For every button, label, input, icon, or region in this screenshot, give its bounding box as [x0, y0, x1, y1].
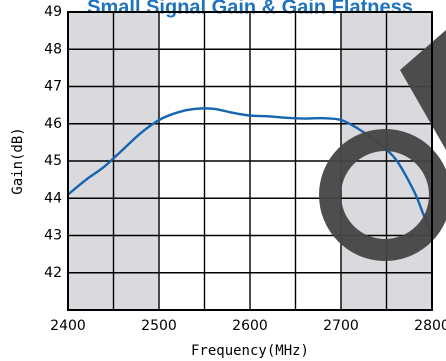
watermark-logo — [319, 30, 446, 261]
y-tick-label: 49 — [44, 4, 62, 20]
x-tick-label: 2800 — [414, 318, 446, 334]
gridlines — [68, 12, 432, 310]
y-tick-labels: 42 43 44 45 46 47 48 49 — [44, 4, 62, 281]
x-axis-label: Frequency(MHz) — [191, 343, 309, 359]
y-axis-label: Gain(dB) — [10, 127, 26, 194]
x-tick-label: 2500 — [141, 318, 177, 334]
x-tick-label: 2700 — [323, 318, 359, 334]
y-tick-label: 47 — [44, 79, 62, 95]
plot-frame — [67, 11, 433, 311]
y-tick-label: 42 — [44, 265, 62, 281]
y-tick-label: 44 — [44, 190, 62, 206]
y-tick-label: 43 — [44, 228, 62, 244]
x-tick-label: 2600 — [232, 318, 268, 334]
y-tick-label: 48 — [44, 41, 62, 57]
chart-title: Small Signal Gain & Gain Flatness — [87, 0, 413, 18]
x-tick-label: 2400 — [50, 318, 86, 334]
y-tick-label: 45 — [44, 153, 62, 169]
x-tick-labels: 2400 2500 2600 2700 2800 — [50, 318, 446, 334]
y-tick-label: 46 — [44, 116, 62, 132]
